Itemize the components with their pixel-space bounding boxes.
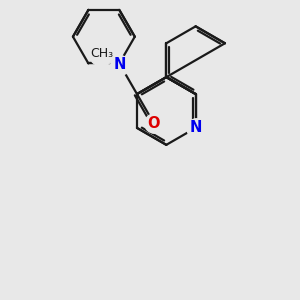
- Text: N: N: [114, 57, 126, 72]
- Text: CH₃: CH₃: [90, 46, 113, 59]
- Text: N: N: [190, 120, 202, 135]
- Text: O: O: [148, 116, 160, 131]
